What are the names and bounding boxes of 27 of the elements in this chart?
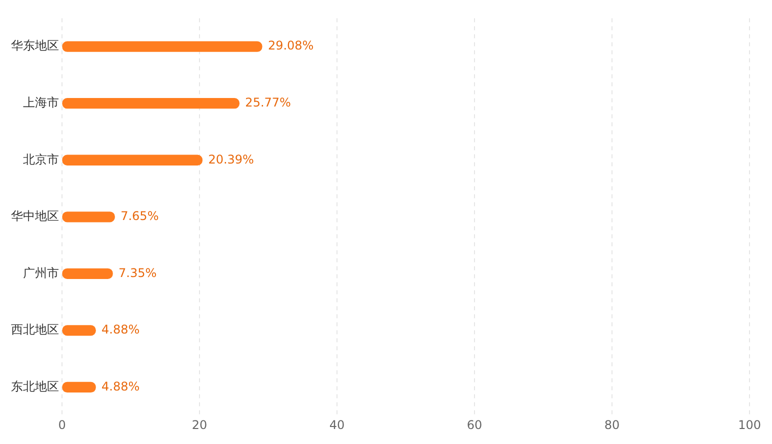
x-tick-label: 20 — [192, 418, 208, 432]
x-tick-label: 0 — [58, 418, 66, 432]
data-label: 20.39% — [208, 152, 254, 166]
x-tick-label: 60 — [466, 418, 482, 432]
y-tick-label: 北京市 — [23, 152, 59, 166]
bar — [62, 154, 203, 166]
data-label: 25.77% — [245, 95, 291, 110]
data-label: 29.08% — [268, 38, 314, 53]
data-label: 7.35% — [118, 266, 157, 280]
bar — [62, 212, 115, 222]
bar — [62, 325, 96, 336]
y-tick-label: 广州市 — [23, 266, 59, 280]
y-tick-label: 华中地区 — [11, 209, 59, 224]
data-label: 7.65% — [120, 209, 159, 224]
x-tick-label: 80 — [604, 418, 620, 432]
data-label: 4.88% — [102, 379, 140, 394]
y-tick-label: 上海市 — [23, 95, 59, 110]
data-label: 4.88% — [102, 322, 140, 337]
bar — [62, 382, 96, 393]
bar — [62, 41, 262, 52]
y-tick-label: 东北地区 — [11, 379, 59, 394]
x-tick-label: 100 — [738, 418, 761, 432]
x-tick-label: 40 — [329, 418, 345, 432]
bar — [62, 268, 113, 279]
y-tick-label: 华东地区 — [11, 38, 59, 53]
bar — [62, 98, 240, 109]
y-tick-label: 西北地区 — [11, 322, 59, 337]
